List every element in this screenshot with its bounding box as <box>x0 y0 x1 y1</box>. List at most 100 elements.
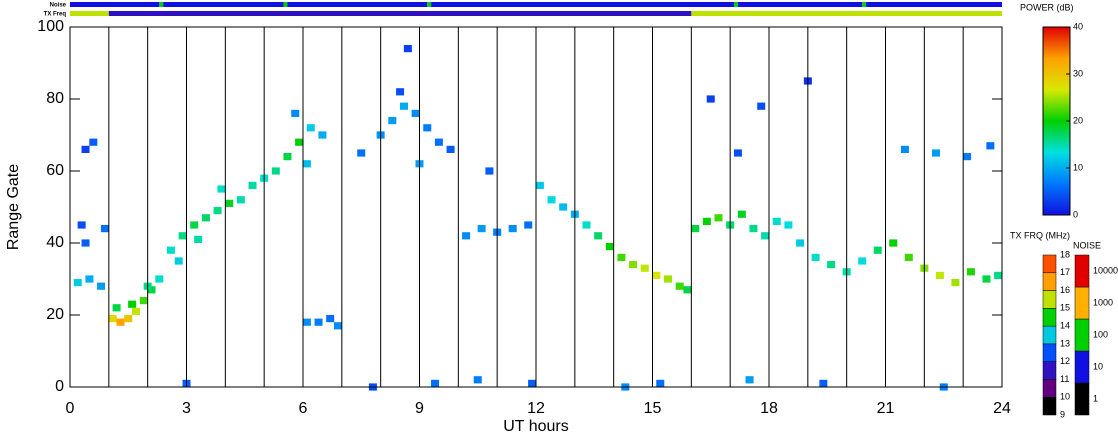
freq-segment <box>1042 272 1057 291</box>
y-tick-label: 20 <box>46 306 64 323</box>
echo-cell <box>190 221 199 229</box>
echo-cell <box>594 232 603 240</box>
freq-segment <box>1042 343 1057 362</box>
x-tick-label: 15 <box>644 400 662 417</box>
echo-cell <box>77 221 86 229</box>
noise-segment <box>431 2 735 7</box>
echo-cell <box>248 181 257 189</box>
freq-tick-label: 9 <box>1060 409 1065 419</box>
echo-cell <box>116 318 125 326</box>
echo-cell <box>446 145 455 153</box>
x-tick-label: 3 <box>182 400 191 417</box>
power-scale-title: POWER (dB) <box>1020 2 1074 12</box>
echo-cell <box>811 253 820 261</box>
echo-cell <box>403 45 412 53</box>
echo-cell <box>547 196 556 204</box>
x-tick-label: 12 <box>527 400 545 417</box>
echo-cell <box>900 145 909 153</box>
noise-segment <box>283 2 288 7</box>
echo-cell <box>333 322 342 330</box>
freq-tick-label: 10 <box>1060 392 1070 402</box>
echo-cell <box>535 181 544 189</box>
x-tick-label: 6 <box>299 400 308 417</box>
echo-cell <box>399 102 408 110</box>
freq-tick-label: 15 <box>1060 303 1070 313</box>
echo-cell <box>411 109 420 117</box>
noise-segment <box>862 2 867 7</box>
noise-tick-label: 1 <box>1093 393 1098 403</box>
echo-cell <box>931 149 940 157</box>
echo-cell <box>664 275 673 283</box>
echo-cell <box>306 124 315 132</box>
echo-cell <box>559 203 568 211</box>
echo-cell <box>675 282 684 290</box>
echo-cell <box>314 318 323 326</box>
echo-cell <box>326 315 335 323</box>
echo-cell <box>605 243 614 251</box>
echo-cell <box>434 138 443 146</box>
echo-cell <box>318 131 327 139</box>
echo-cell <box>396 88 405 96</box>
echo-cell <box>128 300 137 308</box>
freq-tick-label: 17 <box>1060 267 1070 277</box>
echo-cell <box>528 379 537 387</box>
echo-cell <box>524 221 533 229</box>
echo-cell <box>745 376 754 384</box>
echo-cell <box>935 271 944 279</box>
freq-segment <box>1042 379 1057 398</box>
power-colorbar <box>1042 26 1071 216</box>
echo-cell <box>640 264 649 272</box>
echo-cell <box>858 257 867 265</box>
echo-cell <box>124 315 133 323</box>
echo-cell <box>89 138 98 146</box>
noise-segment <box>70 2 160 7</box>
noise-segment <box>163 2 284 7</box>
echo-cell <box>217 185 226 193</box>
echo-cell <box>737 210 746 218</box>
power-tick-label: 10 <box>1073 162 1083 172</box>
echo-cell <box>629 261 638 269</box>
noise-segment <box>866 2 1002 7</box>
echo-cell <box>733 149 742 157</box>
echo-cell <box>81 239 90 247</box>
echo-cell <box>213 207 222 215</box>
noise-tick-label: 100 <box>1093 329 1108 339</box>
power-tick-label: 40 <box>1073 21 1083 31</box>
echo-cell <box>302 160 311 168</box>
freq-tick-label: 18 <box>1060 249 1070 259</box>
echo-cell <box>283 153 292 161</box>
echo-cell <box>772 217 781 225</box>
freq-segment <box>108 11 692 16</box>
echo-cell <box>236 196 245 204</box>
echo-cell <box>388 117 397 125</box>
echo-cell <box>819 379 828 387</box>
power-tick-label: 30 <box>1073 68 1083 78</box>
freq-segment <box>1042 290 1057 309</box>
echo-cell <box>295 138 304 146</box>
x-axis-label: UT hours <box>503 418 569 435</box>
x-tick-label: 18 <box>760 400 778 417</box>
x-tick-label: 0 <box>66 400 75 417</box>
echo-cell <box>761 232 770 240</box>
y-tick-label: 80 <box>46 90 64 107</box>
echo-cell <box>796 239 805 247</box>
echo-cell <box>652 271 661 279</box>
noise-segment <box>287 2 428 7</box>
echo-cell <box>462 232 471 240</box>
echo-cell <box>508 225 517 233</box>
freq-segment <box>70 11 109 16</box>
echo-cell <box>431 379 440 387</box>
echo-cell <box>201 214 210 222</box>
freq-tick-label: 16 <box>1060 285 1070 295</box>
echo-cell <box>225 199 234 207</box>
x-tick-label: 9 <box>415 400 424 417</box>
echo-cell <box>97 282 106 290</box>
echo-cell <box>706 95 715 103</box>
echo-cell <box>617 253 626 261</box>
echo-cell <box>656 379 665 387</box>
echo-cell <box>100 225 109 233</box>
noise-segment <box>1074 254 1090 288</box>
echo-cell <box>357 149 366 157</box>
echo-cell <box>166 246 175 254</box>
freq-segment <box>1042 325 1057 345</box>
